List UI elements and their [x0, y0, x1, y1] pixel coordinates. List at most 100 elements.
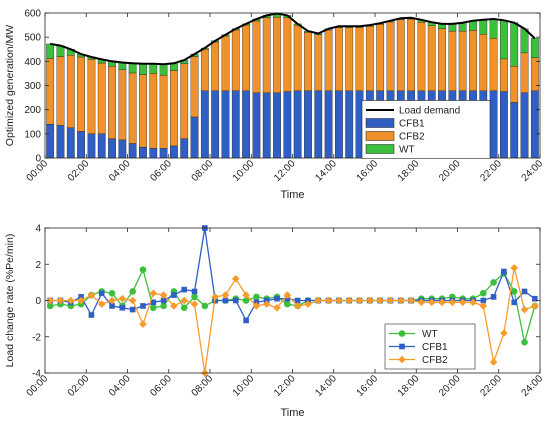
- bar: [242, 90, 250, 159]
- marker: [149, 304, 157, 312]
- marker: [253, 293, 260, 301]
- bar: [77, 131, 85, 159]
- plot: 0 100 200 300 400 500 600 00:00 02:00 04:00 06:00 0…: [4, 9, 545, 202]
- y-tick-label: 2: [35, 260, 41, 271]
- legend-label: Load demand: [399, 106, 460, 117]
- bar: [139, 146, 147, 159]
- bar: [170, 145, 178, 159]
- marker: [242, 291, 250, 299]
- marker: [181, 286, 188, 293]
- marker: [304, 300, 312, 308]
- marker: [407, 296, 415, 305]
- legend-label: CFB2: [422, 355, 448, 366]
- x-tick-label: 16:00: [355, 373, 381, 399]
- marker: [191, 288, 198, 295]
- bar: [46, 58, 55, 125]
- bar: [489, 38, 498, 91]
- bar: [355, 27, 364, 91]
- y-tick-label: 100: [24, 129, 41, 140]
- marker: [170, 302, 178, 310]
- bar: [108, 65, 116, 139]
- marker: [510, 264, 519, 272]
- bar: [159, 64, 168, 76]
- bar: [66, 127, 75, 159]
- marker: [314, 296, 323, 305]
- marker: [159, 291, 168, 299]
- legend-label: CFB1: [399, 119, 425, 130]
- marker: [46, 302, 54, 310]
- bar: [293, 90, 302, 159]
- marker: [46, 296, 54, 305]
- x-tick-label: 16:00: [355, 158, 381, 184]
- bar: [97, 62, 106, 135]
- x-tick-label: 14:00: [313, 158, 339, 184]
- x-tick-label: 02:00: [66, 373, 92, 399]
- bar: [293, 24, 302, 91]
- marker: [191, 293, 198, 301]
- marker: [140, 303, 146, 309]
- marker: [396, 296, 405, 305]
- x-tick-label: 22:00: [478, 373, 504, 399]
- marker: [221, 291, 230, 299]
- marker: [521, 288, 528, 295]
- bar: [252, 20, 261, 93]
- bar: [417, 22, 426, 91]
- marker: [532, 295, 538, 302]
- bar: [427, 25, 436, 91]
- marker: [56, 296, 65, 305]
- bar: [283, 91, 292, 159]
- bar: [221, 35, 230, 91]
- x-tick-label: 08:00: [190, 373, 216, 399]
- marker: [180, 304, 188, 312]
- bar: [448, 23, 457, 32]
- x-tick-label: 10:00: [231, 158, 257, 184]
- marker: [274, 295, 280, 302]
- bar: [500, 20, 508, 60]
- marker: [531, 302, 539, 310]
- bar: [345, 27, 354, 91]
- legend-swatch: [365, 144, 395, 154]
- marker: [511, 299, 518, 306]
- marker: [489, 358, 498, 366]
- marker: [201, 302, 209, 310]
- bar: [108, 138, 116, 159]
- bar: [273, 92, 281, 159]
- y-axis-label: Optimized generation/MW: [4, 25, 16, 146]
- bar: [139, 74, 147, 148]
- bar: [97, 133, 106, 159]
- bar: [77, 56, 85, 132]
- marker: [139, 266, 147, 273]
- marker: [335, 296, 343, 305]
- bar: [283, 17, 292, 92]
- marker: [469, 298, 477, 307]
- x-tick-label: 22:00: [478, 158, 504, 184]
- bar: [170, 70, 178, 147]
- bar: [211, 41, 220, 91]
- bar: [252, 92, 261, 159]
- y-tick-label: 600: [24, 9, 41, 20]
- x-axis-label: Time: [280, 189, 304, 201]
- marker: [77, 296, 85, 305]
- bar: [262, 92, 271, 159]
- marker: [273, 303, 281, 312]
- marker: [66, 296, 75, 305]
- marker: [417, 298, 426, 307]
- marker: [88, 312, 95, 318]
- bar: [376, 24, 385, 91]
- bar: [128, 72, 137, 144]
- bar: [56, 125, 65, 159]
- y-axis-label: Load change rate (%Pe/min): [4, 234, 16, 368]
- x-tick-label: 14:00: [313, 373, 339, 399]
- bar: [190, 116, 199, 159]
- x-tick-label: 04:00: [107, 373, 133, 399]
- marker: [160, 302, 167, 310]
- x-tick-label: 20:00: [437, 373, 463, 399]
- x-tick-label: 24:00: [520, 158, 546, 184]
- marker: [324, 296, 333, 305]
- bar: [56, 56, 65, 126]
- bar: [324, 90, 333, 159]
- marker: [190, 300, 199, 308]
- marker: [232, 297, 239, 304]
- bar: [314, 90, 323, 159]
- marker: [171, 292, 177, 298]
